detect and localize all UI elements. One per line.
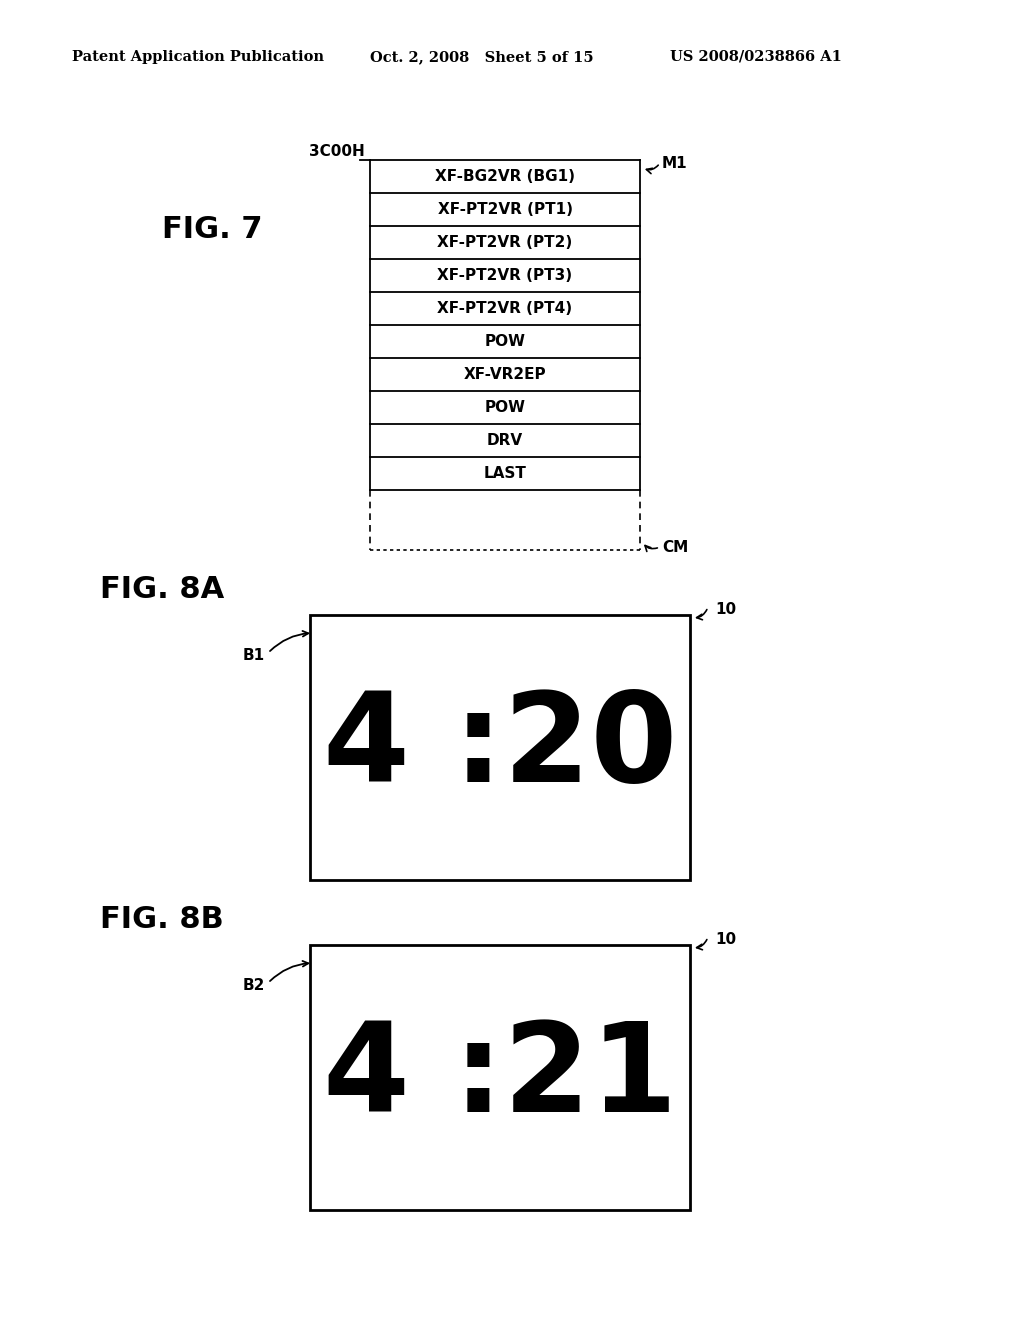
Text: XF-PT2VR (PT1): XF-PT2VR (PT1)	[437, 202, 572, 216]
Text: POW: POW	[484, 400, 525, 414]
Text: LAST: LAST	[483, 466, 526, 480]
Text: Patent Application Publication: Patent Application Publication	[72, 50, 324, 63]
Text: US 2008/0238866 A1: US 2008/0238866 A1	[670, 50, 842, 63]
Bar	[310, 945, 690, 1210]
Text: XF-PT2VR (PT2): XF-PT2VR (PT2)	[437, 235, 572, 249]
Text: Oct. 2, 2008   Sheet 5 of 15: Oct. 2, 2008 Sheet 5 of 15	[370, 50, 594, 63]
Text: XF-PT2VR (PT3): XF-PT2VR (PT3)	[437, 268, 572, 282]
Text: XF-PT2VR (PT4): XF-PT2VR (PT4)	[437, 301, 572, 315]
Text: 4 :21: 4 :21	[323, 1016, 677, 1138]
Bar	[310, 615, 690, 880]
Text: FIG. 8B: FIG. 8B	[100, 906, 224, 935]
Text: B2: B2	[243, 978, 265, 993]
Text: 3C00H: 3C00H	[309, 144, 365, 158]
Text: FIG. 7: FIG. 7	[162, 215, 262, 244]
Text: 4 :20: 4 :20	[323, 686, 677, 808]
Text: FIG. 8A: FIG. 8A	[100, 576, 224, 605]
Text: XF-BG2VR (BG1): XF-BG2VR (BG1)	[435, 169, 575, 183]
Text: DRV: DRV	[487, 433, 523, 447]
Text: M1: M1	[662, 156, 688, 170]
Text: XF-VR2EP: XF-VR2EP	[464, 367, 547, 381]
Text: 10: 10	[715, 602, 736, 618]
Text: B1: B1	[243, 648, 265, 663]
Text: POW: POW	[484, 334, 525, 348]
Text: CM: CM	[662, 540, 688, 554]
Text: 10: 10	[715, 932, 736, 948]
